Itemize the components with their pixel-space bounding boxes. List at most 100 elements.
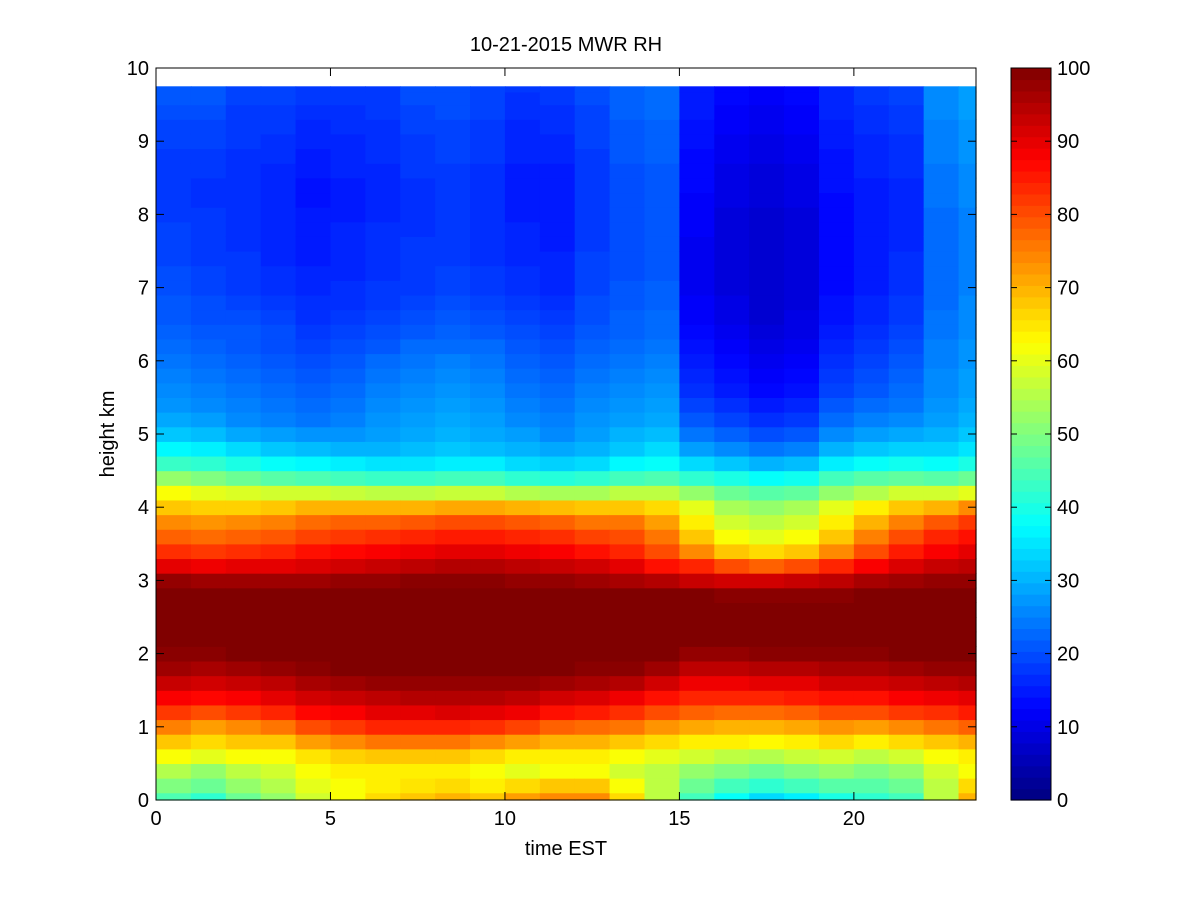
colorbar-segment: [1011, 68, 1051, 81]
heatmap-cell: [784, 792, 820, 801]
heatmap-cell: [888, 631, 925, 647]
heatmap-cell: [574, 133, 611, 150]
heatmap-cell: [539, 704, 576, 721]
colorbar-segment: [1011, 239, 1051, 252]
heatmap-cell: [435, 558, 471, 574]
heatmap-cell: [295, 675, 332, 691]
heatmap-cell: [574, 309, 611, 325]
heatmap-cell: [190, 324, 227, 340]
heatmap-cell: [190, 543, 227, 560]
heatmap-cell: [958, 441, 977, 457]
heatmap-cell: [295, 221, 332, 237]
colorbar-segment: [1011, 605, 1051, 618]
heatmap-cell: [818, 86, 855, 93]
heatmap-cell: [749, 265, 785, 281]
heatmap-cell: [190, 265, 227, 281]
heatmap-cell: [330, 426, 366, 442]
heatmap-cell: [504, 690, 541, 706]
heatmap-cell: [958, 485, 977, 501]
heatmap-cell: [679, 324, 715, 340]
heatmap-cell: [539, 690, 576, 706]
heatmap-cell: [679, 207, 715, 223]
heatmap-cell: [225, 338, 262, 355]
heatmap-cell: [574, 368, 611, 384]
heatmap-cell: [574, 353, 611, 369]
heatmap-cell: [260, 734, 297, 750]
heatmap-cell: [260, 587, 297, 603]
heatmap-cell: [330, 192, 366, 208]
heatmap-cell: [260, 499, 297, 516]
heatmap-cell: [923, 133, 960, 150]
heatmap-cell: [609, 617, 646, 633]
heatmap-cell: [784, 646, 820, 662]
heatmap-cell: [400, 207, 436, 223]
heatmap-cell: [330, 309, 366, 325]
heatmap-cell: [923, 543, 960, 560]
heatmap-cell: [609, 543, 646, 560]
heatmap-cell: [574, 704, 611, 721]
heatmap-cell: [923, 251, 960, 267]
heatmap-cell: [818, 778, 855, 794]
heatmap-cell: [400, 382, 436, 398]
heatmap-cell: [784, 631, 820, 647]
heatmap-cell: [400, 236, 436, 252]
heatmap-cell: [714, 529, 750, 545]
heatmap-cell: [853, 294, 890, 311]
heatmap-cell: [156, 294, 192, 311]
heatmap-cell: [225, 412, 262, 428]
heatmap-cell: [539, 163, 576, 179]
heatmap-cell: [853, 251, 890, 267]
heatmap-cell: [156, 455, 192, 472]
heatmap-cell: [330, 412, 366, 428]
heatmap-cell: [225, 543, 262, 560]
heatmap-cell: [714, 280, 750, 296]
colorbar-segment: [1011, 765, 1051, 778]
heatmap-cell: [888, 660, 925, 677]
heatmap-cell: [574, 792, 611, 801]
heatmap-cell: [784, 177, 820, 194]
heatmap-cell: [609, 631, 646, 647]
heatmap-cell: [330, 441, 366, 457]
heatmap-cell: [225, 294, 262, 311]
heatmap-cell: [958, 734, 977, 750]
heatmap-cell: [190, 660, 227, 677]
heatmap-cell: [679, 338, 715, 355]
heatmap-cell: [365, 690, 401, 706]
heatmap-cell: [818, 368, 855, 384]
heatmap-cell: [156, 675, 192, 691]
heatmap-cell: [644, 382, 680, 398]
heatmap-cell: [679, 631, 715, 647]
heatmap-cell: [853, 646, 890, 662]
heatmap-cell: [260, 690, 297, 706]
colorbar-tick-label: 50: [1057, 424, 1079, 446]
heatmap-cell: [260, 763, 297, 779]
heatmap-cell: [784, 573, 820, 589]
colorbar-segment: [1011, 136, 1051, 149]
heatmap-cell: [539, 499, 576, 516]
heatmap-cell: [190, 748, 227, 764]
heatmap-cell: [156, 338, 192, 355]
colorbar-segment: [1011, 79, 1051, 92]
heatmap-cell: [923, 602, 960, 618]
heatmap-cell: [853, 86, 890, 93]
heatmap-cell: [714, 426, 750, 442]
heatmap-cell: [365, 86, 401, 93]
heatmap-cell: [295, 470, 332, 486]
heatmap-cell: [818, 499, 855, 516]
heatmap-cell: [225, 719, 262, 735]
heatmap-cell: [225, 646, 262, 662]
heatmap-cell: [784, 280, 820, 296]
heatmap-cell: [330, 499, 366, 516]
heatmap-cell: [190, 397, 227, 413]
heatmap-cell: [853, 631, 890, 647]
heatmap-cell: [574, 587, 611, 603]
y-tick-label: 8: [138, 204, 149, 226]
heatmap-cell: [958, 690, 977, 706]
heatmap-cell: [784, 119, 820, 135]
heatmap-cell: [958, 119, 977, 135]
heatmap-cell: [400, 529, 436, 545]
heatmap-cell: [644, 646, 680, 662]
heatmap-cell: [784, 382, 820, 398]
heatmap-cell: [504, 104, 541, 120]
heatmap-cell: [539, 324, 576, 340]
